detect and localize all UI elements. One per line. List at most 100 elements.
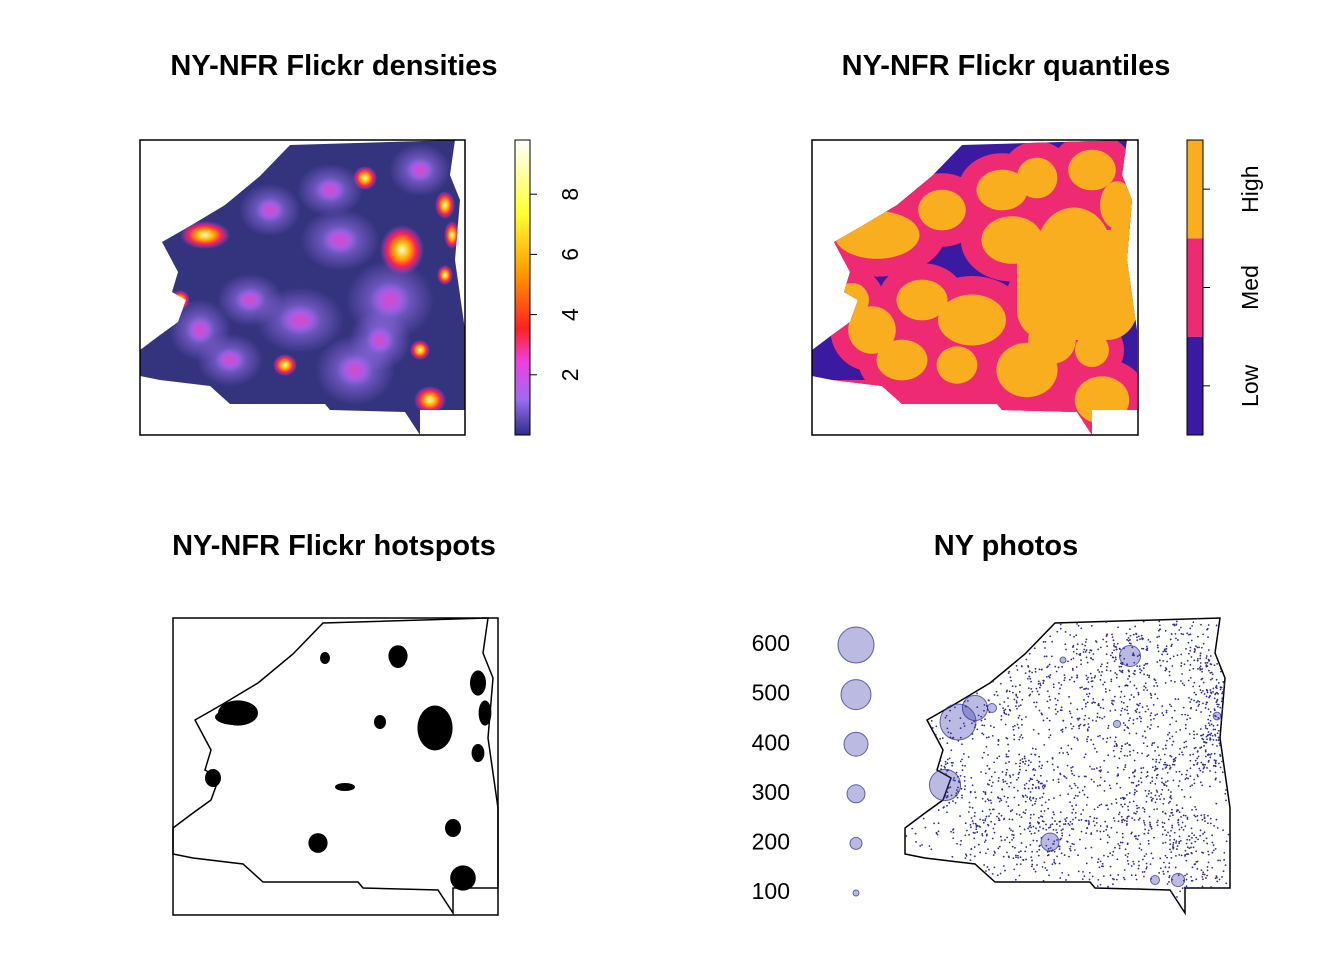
- photo: [1120, 803, 1123, 806]
- photo: [1212, 728, 1215, 731]
- photo: [1113, 643, 1116, 645]
- photo: [1077, 870, 1080, 873]
- photo: [1143, 823, 1146, 826]
- photo: [971, 806, 974, 809]
- photo: [1090, 846, 1093, 849]
- photo: [1060, 683, 1063, 686]
- photo: [1195, 836, 1198, 839]
- photo: [1089, 672, 1092, 675]
- photo: [1133, 775, 1136, 778]
- photo: [1178, 811, 1181, 814]
- density-blob: [280, 305, 320, 335]
- photo: [1217, 682, 1220, 684]
- photo: [1017, 856, 1019, 859]
- photo: [1060, 829, 1063, 832]
- photo: [1073, 843, 1075, 846]
- photo: [1142, 742, 1145, 745]
- photo: [1055, 823, 1058, 826]
- photo: [1175, 770, 1178, 773]
- photo: [1211, 677, 1214, 680]
- photo: [1181, 751, 1183, 754]
- photo: [1191, 832, 1193, 835]
- colorbar-frame: [1186, 139, 1204, 436]
- photo: [992, 827, 995, 830]
- photo: [1083, 785, 1086, 788]
- photo: [1217, 703, 1220, 706]
- photo: [1196, 617, 1199, 620]
- photo: [984, 819, 987, 822]
- photo: [1011, 691, 1014, 694]
- photo: [1028, 825, 1031, 828]
- photo: [1121, 832, 1124, 835]
- photo: [984, 793, 987, 796]
- photo: [1016, 707, 1018, 710]
- photo: [1047, 854, 1050, 856]
- photo: [1019, 832, 1022, 835]
- photo: [1177, 824, 1180, 826]
- photo-cluster: [1212, 711, 1222, 721]
- photo: [1206, 842, 1209, 845]
- photo: [1023, 784, 1026, 786]
- photo: [970, 826, 972, 829]
- photo: [1184, 855, 1186, 857]
- photo: [1116, 858, 1119, 861]
- photo: [1110, 678, 1113, 681]
- photo: [961, 764, 964, 767]
- photo: [1184, 778, 1187, 781]
- photo: [1212, 849, 1215, 852]
- photo: [1106, 633, 1108, 636]
- photo: [1018, 771, 1021, 774]
- photo: [1190, 875, 1193, 878]
- photo: [1142, 689, 1145, 691]
- photo: [1175, 840, 1178, 843]
- photo: [1186, 769, 1189, 772]
- photo: [956, 842, 958, 845]
- photo: [1219, 667, 1222, 670]
- photo: [1170, 633, 1173, 635]
- photo: [993, 850, 996, 853]
- photo: [1028, 675, 1031, 678]
- photo: [1127, 863, 1130, 865]
- photo: [1225, 799, 1227, 802]
- photo: [1203, 813, 1206, 816]
- photo: [1011, 809, 1014, 811]
- photo: [1138, 864, 1140, 867]
- photo: [945, 714, 948, 717]
- photo: [1132, 652, 1135, 654]
- photo: [1142, 620, 1145, 623]
- photo: [1140, 781, 1143, 784]
- photo: [1015, 762, 1017, 765]
- photo: [1095, 821, 1098, 824]
- photo: [1207, 822, 1209, 825]
- photo: [1166, 780, 1169, 782]
- photo: [989, 812, 992, 815]
- photo: [976, 692, 978, 695]
- photo: [1114, 656, 1117, 659]
- photo: [911, 827, 914, 830]
- photo: [1193, 650, 1196, 653]
- photo: [1218, 878, 1221, 881]
- photo: [1220, 700, 1223, 703]
- photo: [1128, 792, 1131, 794]
- photo: [1120, 709, 1123, 712]
- photo: [1105, 640, 1108, 643]
- photo: [976, 728, 979, 731]
- photo: [1095, 641, 1098, 643]
- photo: [1043, 655, 1046, 658]
- photo: [1147, 754, 1150, 757]
- photo: [944, 763, 947, 766]
- photo: [1024, 762, 1026, 765]
- photo: [1132, 696, 1135, 699]
- photo: [1206, 767, 1208, 769]
- photo: [1017, 776, 1020, 779]
- photo: [999, 835, 1002, 838]
- photo: [1043, 784, 1046, 787]
- photo: [1056, 710, 1059, 713]
- photo: [1182, 753, 1184, 756]
- photo: [1195, 878, 1198, 881]
- photo: [1015, 664, 1018, 667]
- photo: [1020, 816, 1023, 818]
- photo: [1013, 796, 1016, 799]
- photo: [1028, 670, 1031, 673]
- photo: [974, 811, 976, 814]
